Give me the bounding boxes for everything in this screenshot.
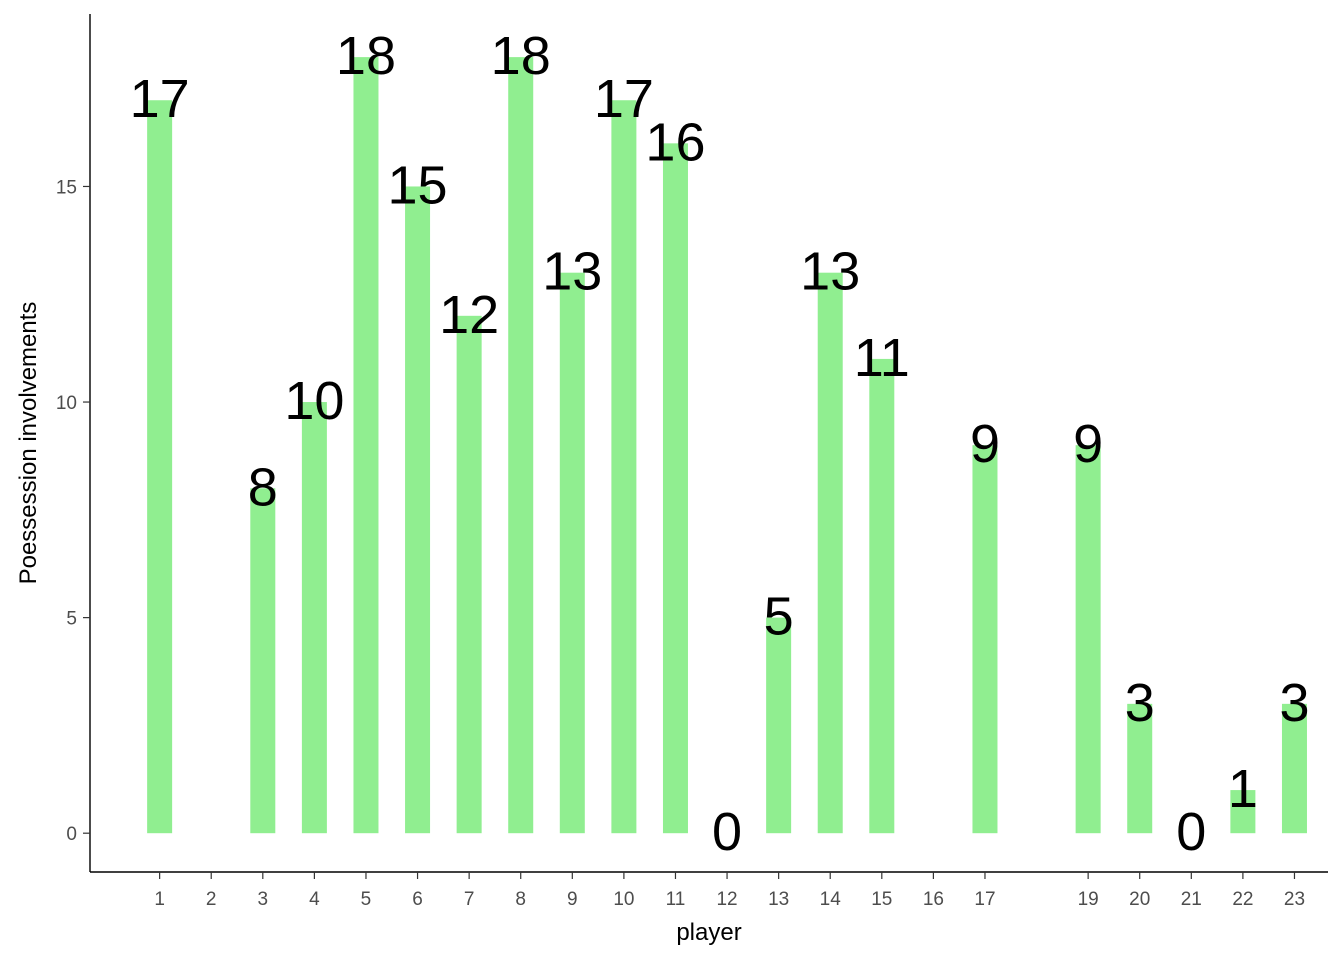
x-tick-label-15: 15 xyxy=(871,889,892,910)
bar-player-15 xyxy=(869,358,895,834)
data-label-player-19: 9 xyxy=(1073,414,1103,474)
x-tick-label-12: 12 xyxy=(716,889,737,910)
data-label-player-15: 11 xyxy=(854,328,910,388)
bar-player-4 xyxy=(301,402,327,834)
data-label-player-1: 17 xyxy=(130,69,190,129)
bar-player-5 xyxy=(353,57,379,834)
x-tick-label-17: 17 xyxy=(974,889,995,910)
bar-player-22 xyxy=(1230,790,1256,834)
bar-player-11 xyxy=(662,143,688,834)
data-label-player-4: 10 xyxy=(284,371,344,431)
bars-layer xyxy=(147,57,1307,834)
data-label-player-23: 3 xyxy=(1279,673,1309,733)
data-label-player-5: 18 xyxy=(336,26,396,86)
bar-player-17 xyxy=(972,445,998,834)
bar-player-7 xyxy=(456,315,482,834)
bar-player-14 xyxy=(817,272,843,834)
y-tick-label-10: 10 xyxy=(56,393,77,414)
x-tick-label-14: 14 xyxy=(820,889,842,910)
data-label-player-3: 8 xyxy=(248,457,278,517)
data-label-player-17: 9 xyxy=(970,414,1000,474)
bar-player-9 xyxy=(559,272,585,834)
x-tick-label-5: 5 xyxy=(361,889,372,910)
bar-player-20 xyxy=(1127,703,1153,834)
x-tick-label-11: 11 xyxy=(666,889,686,910)
x-tick-label-2: 2 xyxy=(206,889,217,910)
x-tick-label-3: 3 xyxy=(258,889,269,910)
bar-player-1 xyxy=(147,100,173,834)
axes-layer xyxy=(89,14,1328,873)
y-tick-label-5: 5 xyxy=(66,609,77,630)
data-label-player-8: 18 xyxy=(491,26,551,86)
x-tick-label-23: 23 xyxy=(1284,889,1305,910)
data-label-player-20: 3 xyxy=(1125,673,1155,733)
x-tick-label-8: 8 xyxy=(515,889,526,910)
data-label-player-22: 1 xyxy=(1228,759,1258,819)
x-axis-title: player xyxy=(676,919,741,946)
bar-player-10 xyxy=(611,100,637,834)
data-label-player-9: 13 xyxy=(542,242,602,302)
data-label-player-14: 13 xyxy=(800,242,860,302)
x-tick-label-16: 16 xyxy=(923,889,944,910)
x-tick-label-7: 7 xyxy=(464,889,475,910)
data-label-player-11: 16 xyxy=(645,112,705,172)
y-tick-label-0: 0 xyxy=(66,824,77,845)
data-label-player-7: 12 xyxy=(439,285,499,345)
bar-player-13 xyxy=(766,617,792,834)
bar-player-23 xyxy=(1281,703,1307,834)
x-tick-label-9: 9 xyxy=(567,889,578,910)
bar-player-3 xyxy=(250,488,276,834)
data-label-player-6: 15 xyxy=(388,155,448,215)
x-tick-label-1: 1 xyxy=(154,889,165,910)
x-tick-label-22: 22 xyxy=(1232,889,1253,910)
x-tick-label-4: 4 xyxy=(309,889,320,910)
x-tick-label-21: 21 xyxy=(1181,889,1202,910)
y-axis-title: Poessession involvements xyxy=(15,302,42,585)
y-axis-ticks: 0 5 10 15 xyxy=(56,177,90,845)
data-label-player-10: 17 xyxy=(594,69,654,129)
data-label-player-12: 0 xyxy=(712,802,742,862)
x-tick-label-13: 13 xyxy=(768,889,789,910)
x-axis-ticks: 1 2 3 4 5 6 7 8 9 10 11 12 13 14 15 16 17 19 20 21 22 23 xyxy=(154,872,1305,910)
bar-player-6 xyxy=(405,186,431,834)
x-tick-label-6: 6 xyxy=(412,889,423,910)
y-tick-label-15: 15 xyxy=(56,177,77,198)
x-tick-label-20: 20 xyxy=(1129,889,1150,910)
data-label-player-21: 0 xyxy=(1176,802,1206,862)
x-tick-label-19: 19 xyxy=(1078,889,1099,910)
x-tick-label-10: 10 xyxy=(613,889,634,910)
data-label-player-13: 5 xyxy=(764,587,794,647)
bar-player-19 xyxy=(1075,445,1101,834)
bar-player-8 xyxy=(508,57,534,834)
